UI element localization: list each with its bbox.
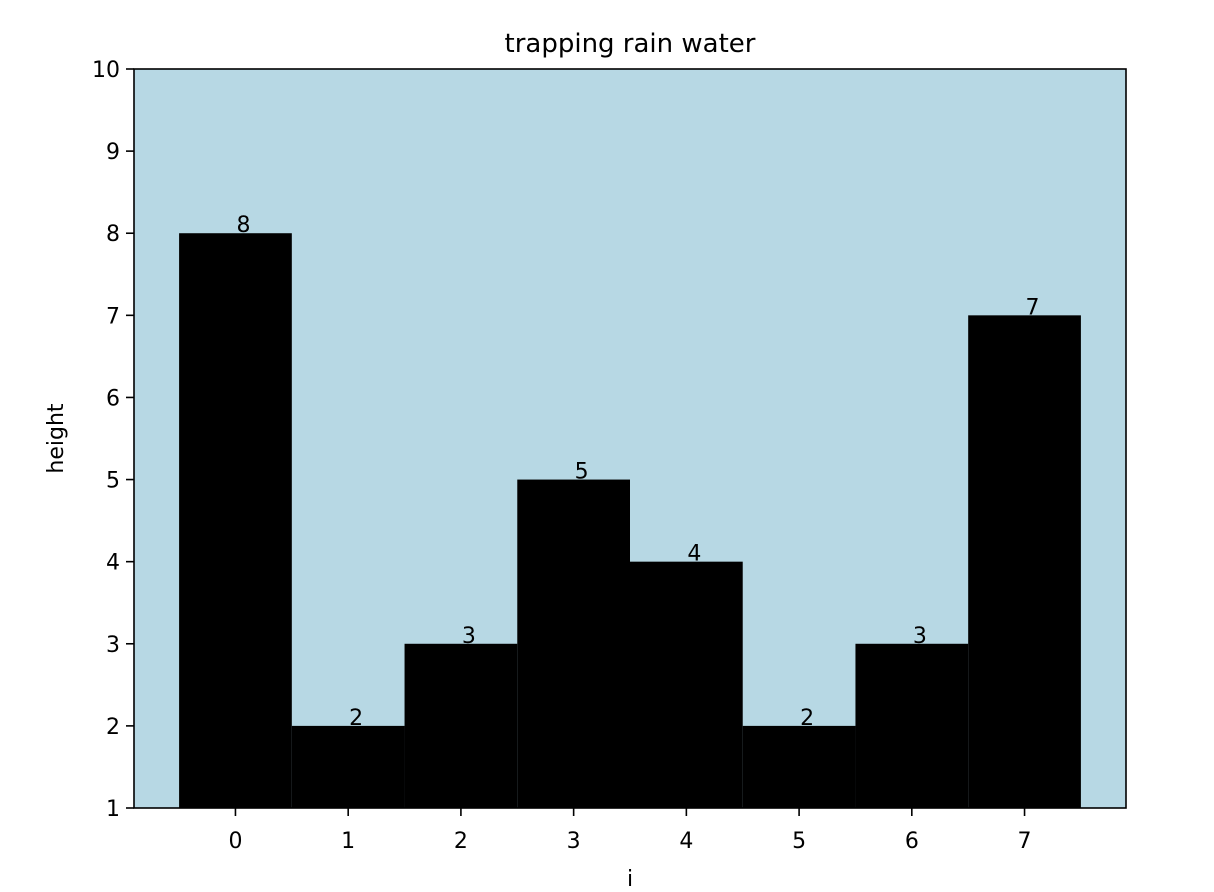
x-tick-label: 6 — [905, 829, 919, 854]
y-tick-label: 6 — [106, 386, 120, 411]
chart-title: trapping rain water — [505, 29, 756, 59]
bar-0 — [179, 233, 292, 808]
x-axis: 0 1 2 3 4 5 6 7 — [228, 808, 1032, 854]
bar-1 — [291, 725, 405, 808]
bar-value-label: 3 — [913, 624, 927, 649]
x-tick-label: 7 — [1018, 829, 1032, 854]
x-tick-label: 3 — [567, 829, 581, 854]
y-tick-label: 7 — [106, 304, 120, 329]
x-axis-label: i — [627, 867, 633, 892]
bar-value-label: 7 — [1026, 295, 1040, 320]
y-tick-label: 3 — [106, 633, 120, 658]
bar-labels-group: 8 2 3 5 4 2 3 7 — [236, 213, 1039, 731]
y-axis: 1 2 3 4 5 6 7 8 9 10 — [92, 58, 134, 822]
y-tick-label: 2 — [106, 715, 120, 740]
x-tick-label: 0 — [228, 829, 242, 854]
bar-3 — [517, 479, 630, 808]
bar-7 — [968, 315, 1081, 808]
y-tick-label: 8 — [106, 222, 120, 247]
x-tick-label: 4 — [679, 829, 693, 854]
x-tick-label: 2 — [454, 829, 468, 854]
bar-6 — [855, 643, 969, 808]
plot-frame — [133, 68, 1127, 809]
x-tick-label: 1 — [341, 829, 355, 854]
bars-group — [179, 233, 1081, 808]
y-tick-label: 1 — [106, 797, 120, 822]
bar-value-label: 2 — [349, 706, 363, 731]
y-tick-label: 10 — [92, 58, 120, 83]
bar-value-label: 4 — [687, 542, 701, 567]
bar-value-label: 3 — [462, 624, 476, 649]
y-tick-label: 4 — [106, 551, 120, 576]
bar-2 — [404, 643, 518, 808]
y-axis-label: height — [44, 403, 69, 473]
bar-5 — [742, 725, 856, 808]
bar-4 — [630, 561, 743, 808]
bar-value-label: 2 — [800, 706, 814, 731]
bar-value-label: 5 — [575, 460, 589, 485]
y-tick-label: 9 — [106, 140, 120, 165]
y-tick-label: 5 — [106, 469, 120, 494]
x-tick-label: 5 — [792, 829, 806, 854]
bar-value-label: 8 — [236, 213, 250, 238]
